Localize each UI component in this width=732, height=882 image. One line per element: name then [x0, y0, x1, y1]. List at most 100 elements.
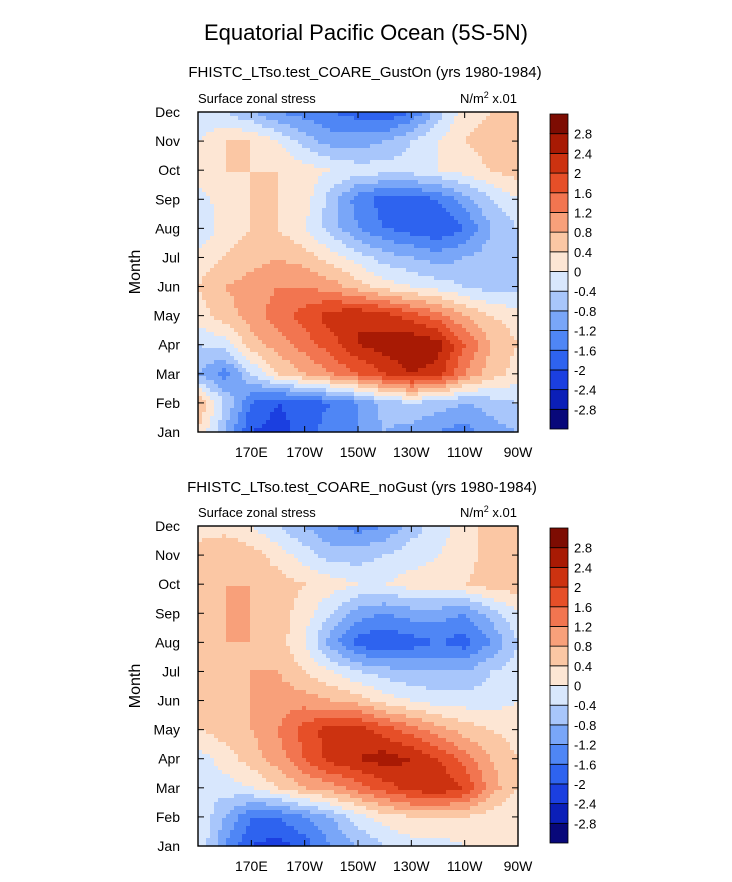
contour-cell	[294, 654, 311, 659]
contour-cell	[198, 240, 207, 245]
x-tick-label: 150W	[340, 444, 377, 460]
contour-cell	[402, 308, 431, 313]
contour-cell	[350, 678, 391, 683]
contour-cell	[338, 638, 355, 643]
contour-cell	[406, 368, 419, 373]
contour-cell	[426, 686, 475, 691]
colorbar-label: -2.8	[574, 402, 596, 417]
colorbar-label: -0.8	[574, 718, 596, 733]
contour-cell	[262, 356, 283, 361]
contour-cell	[230, 810, 247, 815]
contour-cell	[210, 826, 223, 831]
contour-cell	[206, 384, 219, 389]
contour-cell	[226, 814, 239, 819]
contour-cell	[198, 662, 299, 667]
contour-cell	[482, 646, 503, 651]
contour-cell	[438, 156, 483, 161]
contour-cell	[454, 372, 467, 377]
contour-cell	[350, 766, 447, 771]
y-tick-label: Jul	[162, 249, 180, 265]
contour-cell	[214, 810, 231, 815]
contour-cell	[474, 220, 491, 225]
contour-cell	[314, 550, 395, 555]
contour-cell	[414, 256, 463, 261]
contour-cell	[206, 842, 219, 847]
contour-cell	[406, 112, 423, 117]
contour-cell	[450, 328, 467, 333]
contour-cell	[362, 754, 399, 759]
contour-cell	[470, 296, 519, 301]
contour-cell	[226, 164, 251, 169]
contour-cell	[374, 614, 395, 619]
y-tick-label: Apr	[158, 751, 180, 767]
contour-cell	[410, 304, 443, 309]
contour-cell	[422, 400, 515, 405]
contour-cell	[414, 320, 443, 325]
contour-cell	[454, 232, 475, 237]
contour-cell	[290, 340, 315, 345]
contour-cell	[238, 412, 247, 417]
contour-cell	[334, 264, 363, 269]
contour-cell	[294, 344, 319, 349]
colorbar-label: -2.8	[574, 816, 596, 831]
contour-cell	[510, 356, 519, 361]
contour-cell	[198, 424, 211, 429]
contour-cell	[222, 368, 227, 373]
contour-cell	[514, 654, 519, 659]
contour-cell	[238, 842, 255, 847]
contour-cell	[198, 818, 211, 823]
panel-units: N/m2 x.01	[460, 90, 517, 106]
contour-cell	[342, 830, 367, 835]
contour-cell	[274, 408, 283, 413]
contour-cell	[438, 758, 459, 763]
y-tick-label: Nov	[155, 133, 180, 149]
contour-cell	[322, 124, 399, 129]
contour-cell	[514, 702, 519, 707]
contour-cell	[382, 842, 463, 847]
contour-cell	[282, 144, 303, 149]
contour-cell	[214, 380, 247, 385]
contour-cell	[302, 746, 323, 751]
contour-cell	[354, 638, 431, 643]
contour-cell	[198, 132, 207, 137]
contour-cell	[470, 332, 487, 337]
contour-cell	[226, 360, 239, 365]
contour-cell	[490, 236, 519, 241]
contour-cell	[462, 384, 511, 389]
contour-cell	[350, 626, 479, 631]
contour-cell	[478, 534, 519, 539]
contour-cell	[226, 614, 251, 619]
contour-cell	[202, 750, 235, 755]
contour-cell	[330, 384, 359, 389]
contour-cell	[210, 424, 219, 429]
contour-cell	[490, 670, 519, 675]
contour-cell	[454, 742, 479, 747]
contour-cell	[246, 368, 263, 373]
contour-cell	[478, 610, 499, 615]
contour-cell	[502, 614, 519, 619]
contour-cell	[250, 200, 279, 205]
contour-cell	[238, 308, 267, 313]
contour-cell	[278, 766, 299, 771]
contour-cell	[342, 674, 379, 679]
contour-cell	[198, 364, 207, 369]
contour-cell	[314, 164, 439, 169]
contour-cell	[386, 790, 423, 795]
contour-cell	[234, 822, 251, 827]
contour-cell	[246, 412, 271, 417]
contour-cell	[474, 722, 519, 727]
contour-cell	[198, 168, 227, 173]
colorbar-label: 0.4	[574, 245, 592, 260]
contour-cell	[198, 416, 203, 421]
contour-cell	[478, 344, 491, 349]
contour-cell	[378, 388, 407, 393]
colorbar-swatch	[549, 744, 569, 765]
heatmap-plot: JanFebMarAprMayJunJulAugSepOctNovDec170E…	[154, 518, 534, 874]
contour-cell	[390, 718, 423, 723]
x-tick-label: 130W	[393, 858, 430, 874]
y-tick-label: Aug	[155, 220, 180, 236]
contour-cell	[250, 372, 267, 377]
contour-cell	[338, 216, 355, 221]
contour-cell	[226, 424, 235, 429]
contour-cell	[278, 176, 319, 181]
